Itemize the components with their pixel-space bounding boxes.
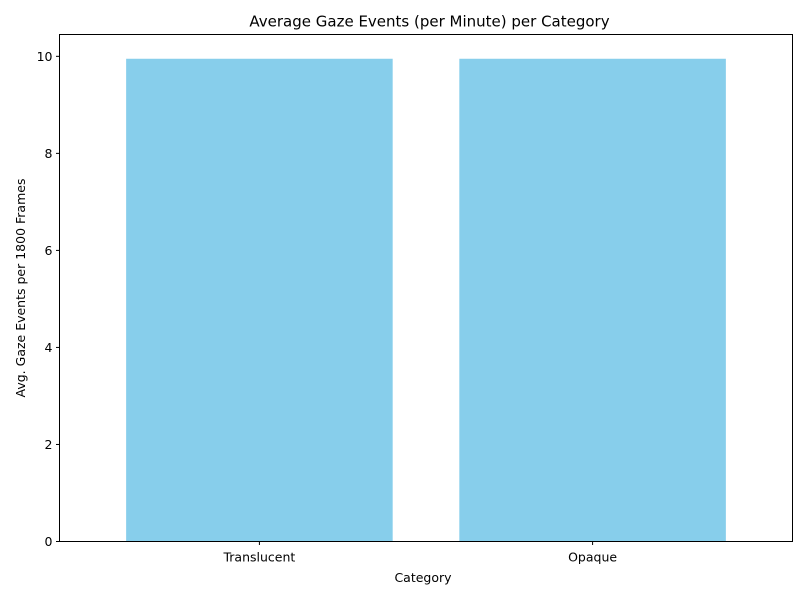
x-tick-label-translucent: Translucent [222, 550, 295, 565]
y-tick-label: 8 [45, 146, 53, 161]
chart-title: Average Gaze Events (per Minute) per Cat… [249, 13, 609, 31]
y-tick-label: 2 [45, 437, 53, 452]
y-tick-label: 4 [45, 340, 53, 355]
y-tick-label: 6 [45, 243, 53, 258]
y-axis-label: Avg. Gaze Events per 1800 Frames [13, 179, 28, 398]
y-tick-label: 10 [37, 49, 53, 64]
bar-opaque [459, 58, 726, 542]
y-axis-ticks: 0 2 4 6 8 10 [37, 49, 60, 549]
y-tick-label: 0 [45, 534, 53, 549]
bar-translucent [126, 58, 393, 542]
x-axis-label: Category [394, 570, 452, 585]
x-axis-ticks: Translucent Opaque [222, 541, 617, 565]
plot-frame [59, 34, 793, 542]
bars-group [126, 58, 726, 542]
x-tick-label-opaque: Opaque [568, 550, 617, 565]
